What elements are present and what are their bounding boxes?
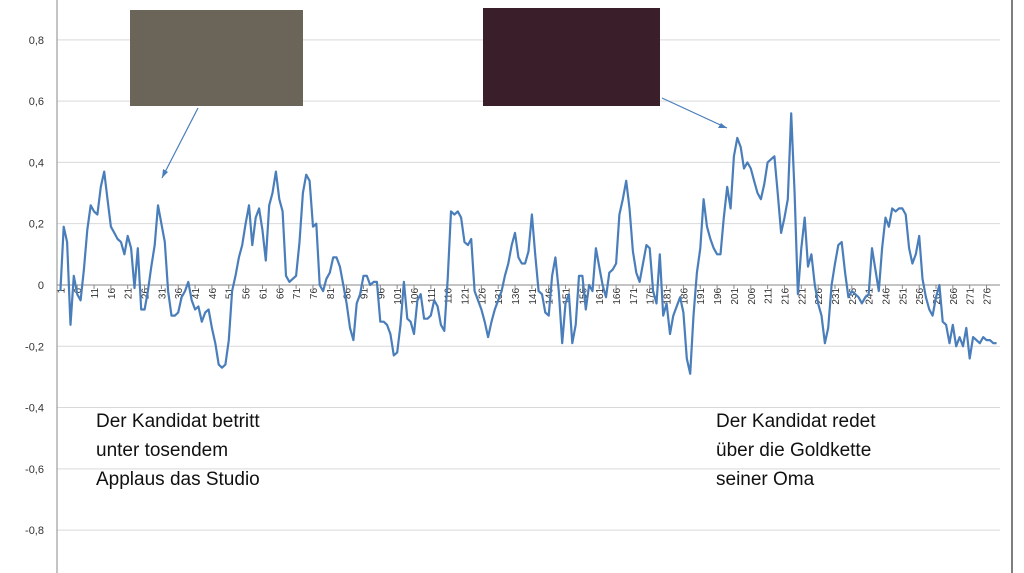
y-tick-label: -0,6 xyxy=(25,464,44,476)
x-tick-label: 176 xyxy=(646,288,657,305)
x-tick-label: 41 xyxy=(191,288,202,300)
y-tick-label: 0 xyxy=(38,280,44,292)
x-tick-label: 231 xyxy=(831,288,842,305)
x-tick-label: 161 xyxy=(595,288,606,305)
x-tick-label: 86 xyxy=(343,288,354,300)
x-tick-label: 211 xyxy=(764,288,775,304)
x-tick-label: 21 xyxy=(124,288,135,300)
annotation: seiner Oma xyxy=(716,469,815,490)
x-tick-label: 101 xyxy=(393,288,404,305)
x-tick-label: 36 xyxy=(174,288,185,300)
series-line xyxy=(59,112,997,375)
y-tick-label: 0,4 xyxy=(29,157,44,169)
x-tick-label: 116 xyxy=(444,288,455,304)
x-tick-label: 61 xyxy=(258,288,269,300)
x-tick-label: 31 xyxy=(157,288,168,300)
y-tick-label: -0,2 xyxy=(25,341,44,353)
x-tick-label: 246 xyxy=(881,288,892,305)
x-tick-label: 221 xyxy=(797,288,808,305)
y-tick-label: -0,4 xyxy=(25,403,44,415)
x-tick-label: 236 xyxy=(848,288,859,305)
x-tick-label: 276 xyxy=(983,288,994,305)
annotation: unter tosendem xyxy=(96,440,228,461)
x-tick-label: 56 xyxy=(242,288,253,300)
x-tick-label: 16 xyxy=(107,288,118,300)
arrow xyxy=(661,97,728,129)
y-tick-label: 0,8 xyxy=(29,35,44,47)
photo-candidate xyxy=(483,8,660,106)
x-tick-label: 96 xyxy=(376,288,387,300)
x-tick-label: 226 xyxy=(814,288,825,305)
x-tick-label: 26 xyxy=(141,288,152,300)
x-tick-label: 206 xyxy=(747,288,758,305)
x-tick-label: 191 xyxy=(696,288,707,305)
y-tick-label: 0,6 xyxy=(29,96,44,108)
x-tick-label: 186 xyxy=(679,288,690,305)
annotation: über die Goldkette xyxy=(716,440,871,461)
x-tick-label: 201 xyxy=(730,288,741,305)
annotation: Der Kandidat redet xyxy=(716,411,876,432)
arrow xyxy=(161,107,199,179)
x-tick-label: 251 xyxy=(898,288,909,305)
x-tick-label: 126 xyxy=(477,288,488,305)
x-tick-label: 111 xyxy=(427,288,438,304)
x-tick-label: 216 xyxy=(780,288,791,305)
x-tick-label: 66 xyxy=(275,288,286,300)
x-tick-label: 266 xyxy=(949,288,960,305)
arrow-head xyxy=(162,169,168,178)
x-tick-label: 241 xyxy=(865,288,876,305)
x-tick-label: 141 xyxy=(528,288,539,305)
x-tick-label: 91 xyxy=(359,288,370,300)
x-tick-label: 106 xyxy=(410,288,421,305)
x-tick-label: 136 xyxy=(511,288,522,305)
x-tick-label: 11 xyxy=(90,288,101,299)
x-tick-label: 46 xyxy=(208,288,219,300)
x-tick-label: 71 xyxy=(292,288,303,300)
x-tick-label: 271 xyxy=(966,288,977,305)
y-tick-label: -0,8 xyxy=(25,525,44,537)
x-tick-label: 51 xyxy=(225,288,236,300)
y-tick-label: 0,2 xyxy=(29,219,44,231)
x-tick-label: 181 xyxy=(663,288,674,305)
x-tick-label: 81 xyxy=(326,288,337,300)
photo-audience xyxy=(130,10,303,106)
arrow-head xyxy=(718,123,727,128)
x-tick-label: 76 xyxy=(309,288,320,300)
x-tick-label: 6 xyxy=(73,288,84,294)
x-tick-label: 1 xyxy=(56,288,67,294)
x-tick-label: 261 xyxy=(932,288,943,305)
x-tick-label: 256 xyxy=(915,288,926,305)
x-tick-label: 171 xyxy=(629,288,640,305)
x-tick-label: 166 xyxy=(612,288,623,305)
annotation: Der Kandidat betritt xyxy=(96,411,260,432)
x-tick-label: 121 xyxy=(461,288,472,305)
annotation: Applaus das Studio xyxy=(96,469,260,490)
x-tick-label: 196 xyxy=(713,288,724,305)
